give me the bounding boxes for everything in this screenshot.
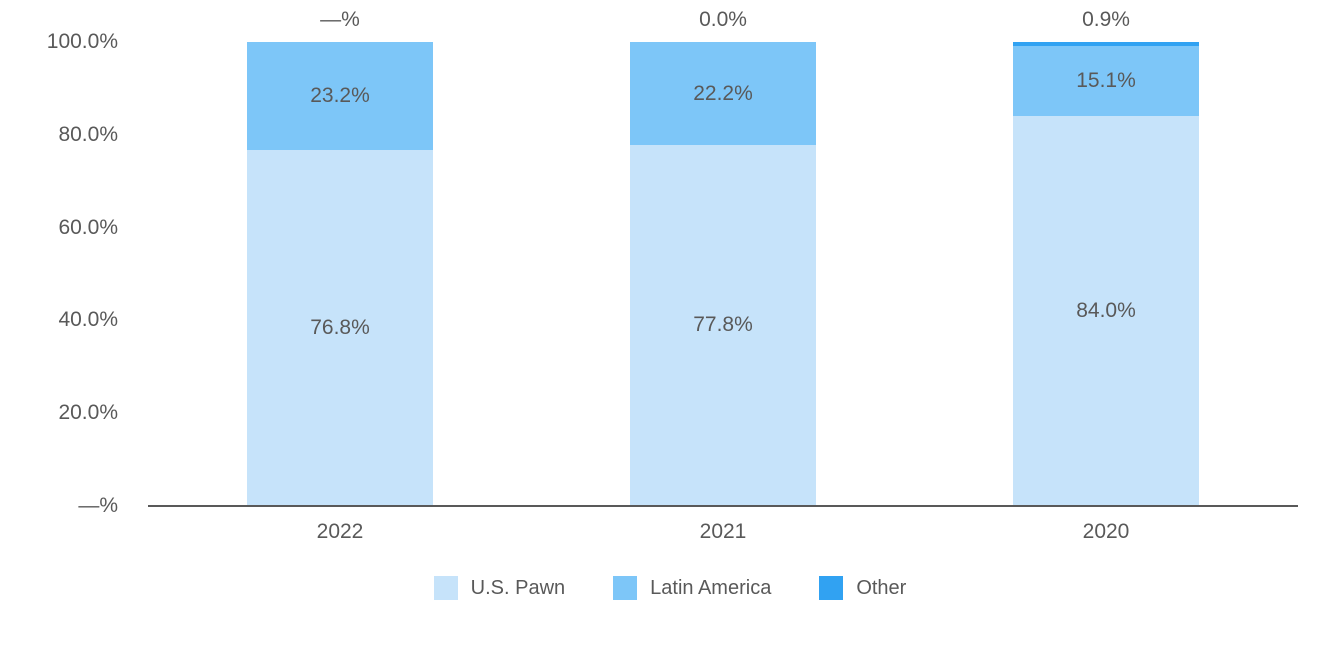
legend-swatch-u-s-pawn <box>433 576 458 600</box>
legend-item-latin-america: Latin America <box>613 576 771 600</box>
bar-segment-u-s-pawn-2022 <box>247 149 433 506</box>
bar-segment-latin-america-2021 <box>630 42 816 145</box>
data-label-u-s-pawn-2020: 84.0% <box>1076 299 1136 323</box>
above-bar-label-2021: 0.0% <box>699 8 747 31</box>
y-tick-label-40-0: 40.0% <box>58 308 118 332</box>
data-label-latin-america-2021: 22.2% <box>693 81 753 105</box>
y-tick-label-: —% <box>78 494 118 517</box>
legend: U.S. Pawn Latin America Other <box>0 576 1340 600</box>
x-axis-line <box>148 505 1298 507</box>
data-label-u-s-pawn-2022: 76.8% <box>310 315 370 339</box>
above-bar-label-2020: 0.9% <box>1082 8 1130 31</box>
x-axis-label-2021: 2021 <box>699 520 747 543</box>
y-tick-label-80-0: 80.0% <box>58 122 118 146</box>
bar-segment-u-s-pawn-2020 <box>1013 116 1199 506</box>
above-bar-label-2022: —% <box>320 8 360 31</box>
bar-segment-latin-america-2022 <box>247 42 433 150</box>
legend-label-u-s-pawn: U.S. Pawn <box>470 576 566 599</box>
legend-item-u-s-pawn: U.S. Pawn <box>433 576 566 600</box>
legend-label-latin-america: Latin America <box>650 576 772 599</box>
data-label-latin-america-2022: 23.2% <box>310 83 370 107</box>
data-label-latin-america-2020: 15.1% <box>1076 69 1136 93</box>
bar-segment-latin-america-2020 <box>1013 46 1199 117</box>
legend-label-other: Other <box>856 576 907 599</box>
y-tick-label-20-0: 20.0% <box>58 401 118 425</box>
legend-swatch-latin-america <box>613 576 638 600</box>
y-tick-label-100-0: 100.0% <box>46 30 118 53</box>
y-tick-label-60-0: 60.0% <box>58 215 118 239</box>
legend-swatch-other <box>819 576 844 600</box>
bar-segment-u-s-pawn-2021 <box>630 145 816 506</box>
legend-item-other: Other <box>819 576 906 600</box>
data-label-u-s-pawn-2021: 77.8% <box>693 313 753 337</box>
bar-segment-other-2020 <box>1013 42 1199 47</box>
x-axis-label-2020: 2020 <box>1082 520 1130 543</box>
x-axis-label-2022: 2022 <box>316 520 364 543</box>
